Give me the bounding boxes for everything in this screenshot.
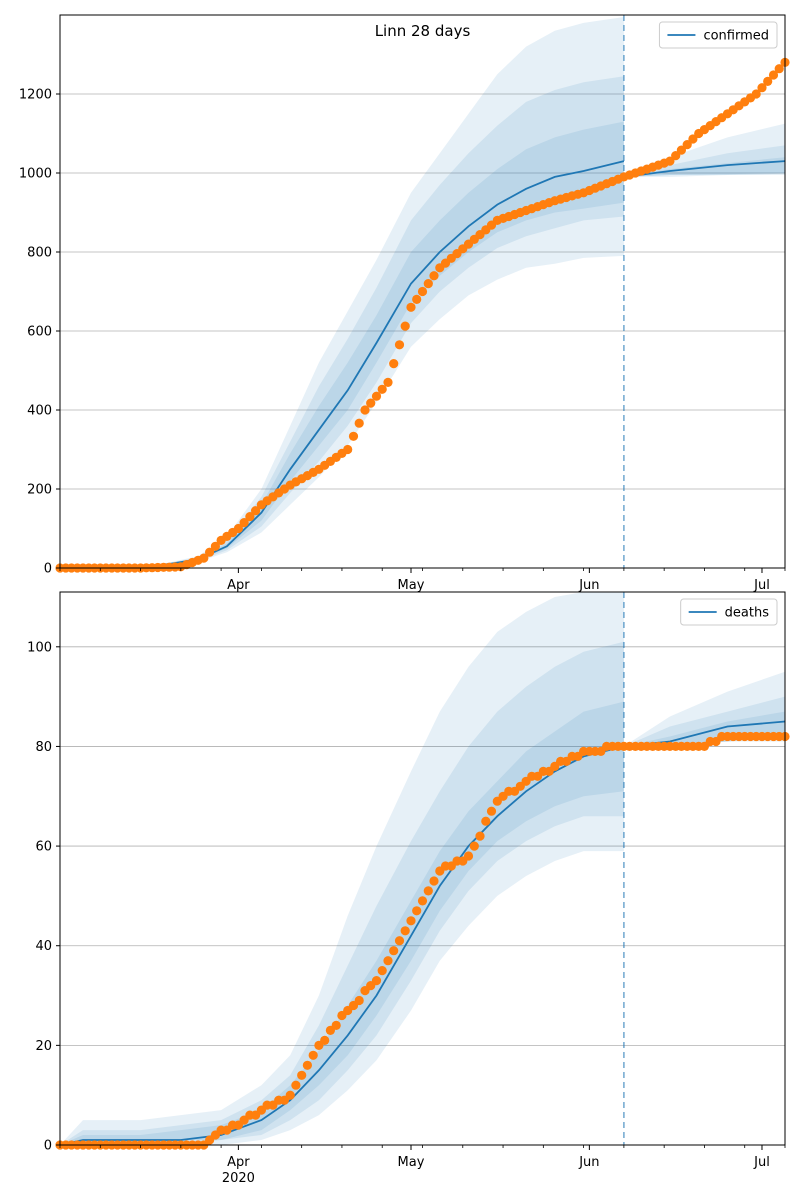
observed-point [676, 145, 687, 155]
observed-point [417, 896, 428, 906]
legend-box [658, 21, 778, 49]
observed-point [406, 302, 416, 312]
observed-point [354, 418, 364, 428]
uncertainty-band [60, 641, 624, 1145]
x-tick-label: Jul [753, 578, 770, 593]
observed-point [377, 384, 387, 394]
y-tick-label: 800 [27, 246, 52, 261]
observed-point [285, 1090, 295, 1100]
observed-point [371, 391, 382, 401]
observed-point [417, 286, 428, 297]
observed-point [665, 156, 675, 166]
x-tick-label: Jun [578, 578, 599, 593]
observed-point [366, 398, 376, 408]
x-tick-sublabel: 2020 [222, 1171, 255, 1186]
legend-label: deaths [725, 606, 770, 621]
observed-point [763, 76, 773, 86]
observed-point [239, 518, 249, 528]
y-tick-label: 1000 [19, 167, 52, 182]
observed-point [320, 1035, 330, 1045]
observed-point [394, 340, 405, 350]
observed-point [348, 431, 359, 441]
x-tick-label: Apr [227, 1155, 250, 1170]
confirmed-panel: 0 200 400 600 800 1000 1200 Apr May Jun Jul Linn 28… [19, 14, 790, 593]
observed-point [751, 89, 761, 99]
observed-point [371, 976, 382, 986]
observed-point [297, 1070, 307, 1080]
y-tick-label: 0 [44, 562, 52, 577]
observed-point [682, 140, 692, 150]
observed-point [429, 271, 439, 281]
observed-point [688, 134, 698, 144]
y-tick-label: 200 [27, 483, 52, 498]
chart-title: Linn 28 days [375, 22, 471, 40]
observed-point [757, 83, 767, 93]
observed-point [360, 405, 370, 415]
observed-point [377, 966, 387, 976]
observed-point [481, 816, 491, 826]
observed-point [400, 321, 410, 331]
observed-point [383, 956, 393, 966]
observed-point [423, 279, 433, 289]
observed-point [475, 831, 485, 841]
observed-point [406, 916, 416, 926]
forecast-band [623, 145, 785, 177]
observed-point [400, 926, 410, 936]
observed-point [469, 841, 479, 851]
x-tick-label: May [398, 1155, 425, 1170]
uncertainty-band [60, 701, 624, 1145]
legend-label: confirmed [703, 29, 769, 44]
y-tick-label: 60 [35, 840, 52, 855]
observed-point [774, 64, 784, 74]
y-tick-label: 100 [27, 640, 52, 655]
y-tick-label: 40 [35, 939, 52, 954]
observed-point [389, 946, 399, 956]
observed-point [394, 936, 405, 946]
x-tick-label: May [398, 578, 425, 593]
observed-point [331, 1020, 341, 1030]
observed-point [210, 541, 220, 551]
observed-point [302, 1060, 312, 1070]
observed-point [412, 294, 422, 304]
observed-point [671, 151, 681, 161]
observed-point [423, 886, 433, 896]
y-tick-label: 20 [35, 1039, 52, 1054]
observed-point [308, 1050, 318, 1060]
observed-point [383, 377, 393, 387]
observed-point [389, 359, 399, 369]
observed-point [233, 523, 243, 534]
y-tick-label: 1200 [19, 88, 52, 103]
uncertainty-band [60, 76, 624, 568]
observed-point [205, 547, 215, 557]
y-tick-label: 400 [27, 404, 52, 419]
x-tick-label: Jun [578, 1155, 599, 1170]
observed-point [463, 851, 474, 861]
uncertainty-band [60, 17, 624, 568]
observed-point [768, 70, 779, 80]
observed-point [354, 995, 364, 1006]
x-tick-label: Apr [227, 578, 250, 593]
observed-point [429, 876, 439, 886]
y-tick-label: 80 [35, 740, 52, 755]
observed-point [251, 506, 261, 516]
legend-box [680, 598, 778, 626]
observed-point [412, 906, 422, 916]
y-tick-label: 0 [44, 1139, 52, 1154]
observed-point [199, 553, 209, 563]
observed-point [343, 444, 353, 455]
x-tick-label: Jul [753, 1155, 770, 1170]
observed-point [291, 1080, 301, 1090]
series-line-deaths [59, 745, 625, 1146]
y-tick-label: 600 [27, 325, 52, 340]
forecast-line-confirmed [623, 160, 786, 178]
forecast-band [623, 671, 785, 747]
observed-point [245, 511, 255, 522]
uncertainty-band [60, 592, 624, 1145]
observed-point [486, 806, 497, 816]
